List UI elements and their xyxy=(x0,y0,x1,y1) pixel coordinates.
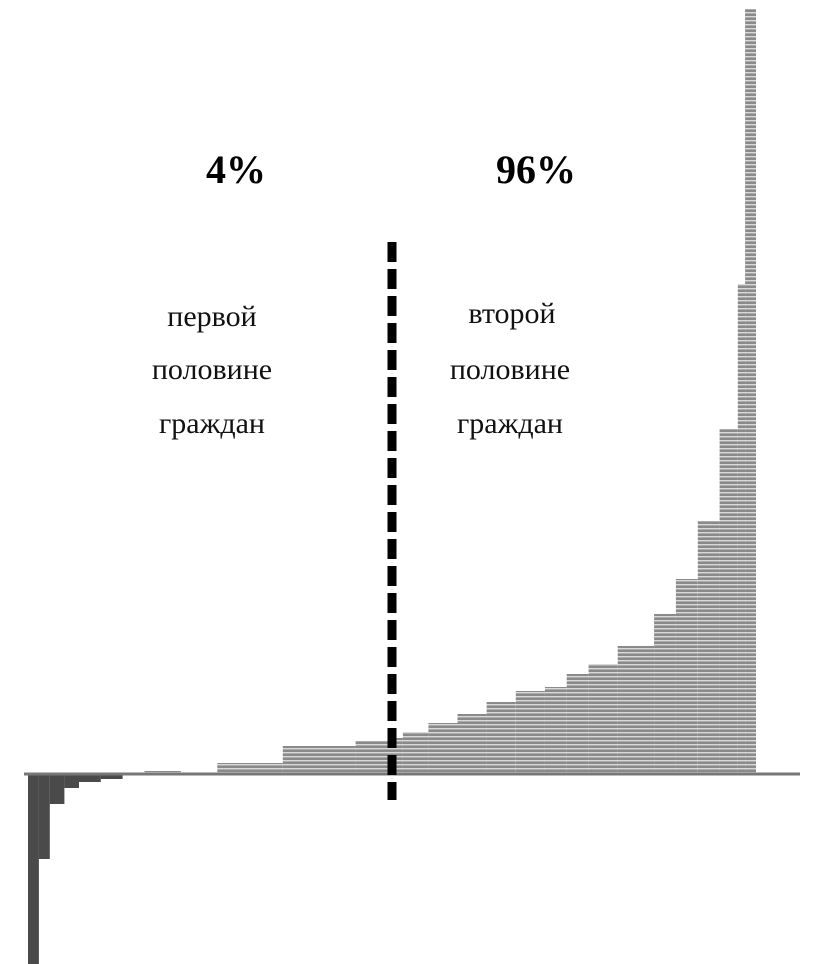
distribution-bar-4 xyxy=(79,774,101,782)
right-caption-line-1: второй xyxy=(468,297,555,330)
distribution-bar-27 xyxy=(745,9,756,774)
right-caption-line-2: половине xyxy=(450,353,570,386)
distribution-bar-1 xyxy=(38,774,50,859)
bars-group xyxy=(28,9,756,964)
right-caption-line-3: граждан xyxy=(457,407,563,440)
distribution-bar-15 xyxy=(457,714,487,774)
distribution-bar-18 xyxy=(544,687,567,774)
distribution-bar-13 xyxy=(402,732,429,774)
distribution-bar-12 xyxy=(392,738,403,774)
distribution-bar-20 xyxy=(588,664,618,774)
left-caption-line-2: половине xyxy=(152,353,272,386)
distribution-bar-14 xyxy=(428,723,458,774)
distribution-bar-11 xyxy=(355,741,392,774)
distribution-bar-26 xyxy=(737,284,746,774)
right-share-label: 96% xyxy=(496,147,576,192)
distribution-bar-24 xyxy=(697,521,720,774)
distribution-bar-17 xyxy=(515,691,545,774)
distribution-bar-16 xyxy=(486,702,516,774)
distribution-bar-22 xyxy=(654,614,676,774)
distribution-bar-3 xyxy=(64,774,79,788)
left-caption-line-3: граждан xyxy=(159,407,265,440)
distribution-bar-23 xyxy=(675,579,698,774)
distribution-bar-0 xyxy=(28,774,39,964)
distribution-bar-21 xyxy=(617,646,655,774)
distribution-bar-10 xyxy=(282,746,356,774)
distribution-bar-2 xyxy=(49,774,65,804)
left-share-label: 4% xyxy=(206,147,266,192)
left-caption-line-1: первой xyxy=(167,300,256,333)
distribution-bar-25 xyxy=(719,429,738,774)
distribution-bar-9 xyxy=(217,763,283,774)
distribution-bar-19 xyxy=(566,674,589,774)
distribution-bar-5 xyxy=(100,774,123,779)
